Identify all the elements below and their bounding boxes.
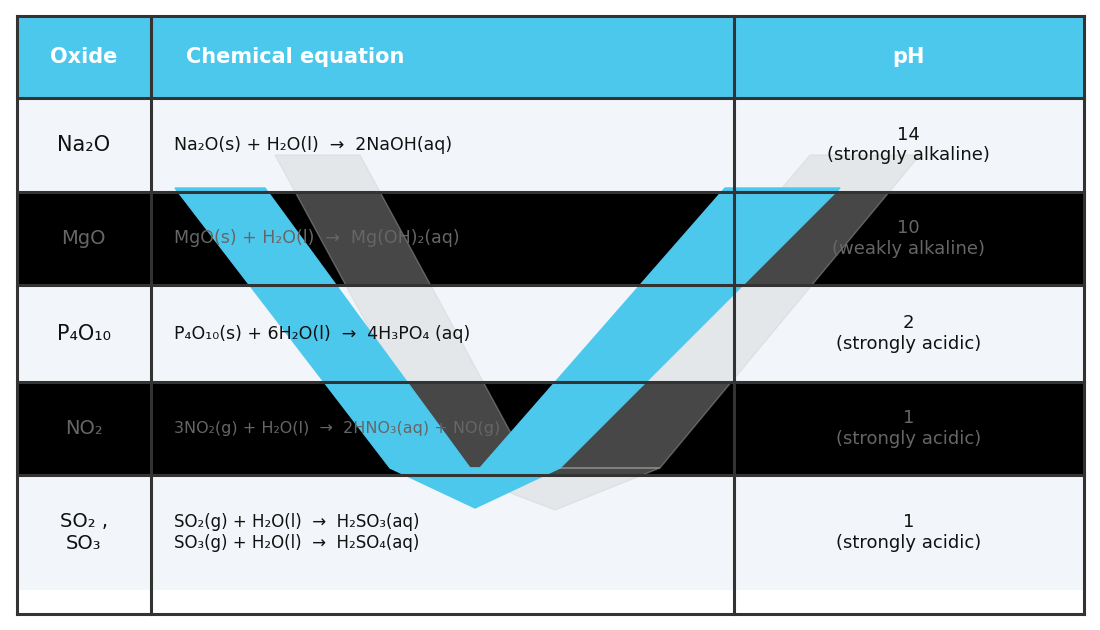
Text: P₄O₁₀(s) + 6H₂O(l)  →  4H₃PO₄ (aq): P₄O₁₀(s) + 6H₂O(l) → 4H₃PO₄ (aq) — [174, 324, 471, 343]
Bar — [16, 475, 1084, 590]
Text: P₄O₁₀: P₄O₁₀ — [57, 324, 111, 343]
Bar — [16, 192, 1084, 285]
Text: Oxide: Oxide — [50, 47, 118, 67]
Text: 14
(strongly alkaline): 14 (strongly alkaline) — [827, 125, 990, 164]
Text: SO₂(g) + H₂O(l)  →  H₂SO₃(aq)
SO₃(g) + H₂O(l)  →  H₂SO₄(aq): SO₂(g) + H₂O(l) → H₂SO₃(aq) SO₃(g) + H₂O… — [174, 513, 420, 552]
Text: 1
(strongly acidic): 1 (strongly acidic) — [836, 513, 981, 552]
Bar — [16, 98, 1084, 192]
Text: 1
(strongly acidic): 1 (strongly acidic) — [836, 409, 981, 448]
Text: Chemical equation: Chemical equation — [186, 47, 405, 67]
Polygon shape — [275, 155, 530, 468]
Text: 3NO₂(g) + H₂O(l)  →  2HNO₃(aq) + NO(g): 3NO₂(g) + H₂O(l) → 2HNO₃(aq) + NO(g) — [174, 421, 501, 436]
Polygon shape — [544, 155, 920, 468]
Text: NO₂: NO₂ — [65, 419, 102, 438]
Bar — [16, 16, 1084, 98]
Polygon shape — [446, 468, 660, 510]
Text: MgO(s) + H₂O(l)  →  Mg(OH)₂(aq): MgO(s) + H₂O(l) → Mg(OH)₂(aq) — [174, 229, 460, 248]
Text: 10
(weakly alkaline): 10 (weakly alkaline) — [832, 219, 984, 258]
Text: Na₂O(s) + H₂O(l)  →  2NaOH(aq): Na₂O(s) + H₂O(l) → 2NaOH(aq) — [174, 136, 452, 154]
Polygon shape — [175, 188, 470, 468]
Text: MgO: MgO — [62, 229, 106, 248]
Text: Na₂O: Na₂O — [57, 135, 110, 155]
Polygon shape — [480, 188, 840, 468]
Text: SO₂ ,
SO₃: SO₂ , SO₃ — [59, 512, 108, 553]
Polygon shape — [390, 468, 560, 508]
Text: 2
(strongly acidic): 2 (strongly acidic) — [836, 314, 981, 353]
Bar — [16, 285, 1084, 382]
Text: pH: pH — [892, 47, 925, 67]
Bar — [16, 382, 1084, 475]
